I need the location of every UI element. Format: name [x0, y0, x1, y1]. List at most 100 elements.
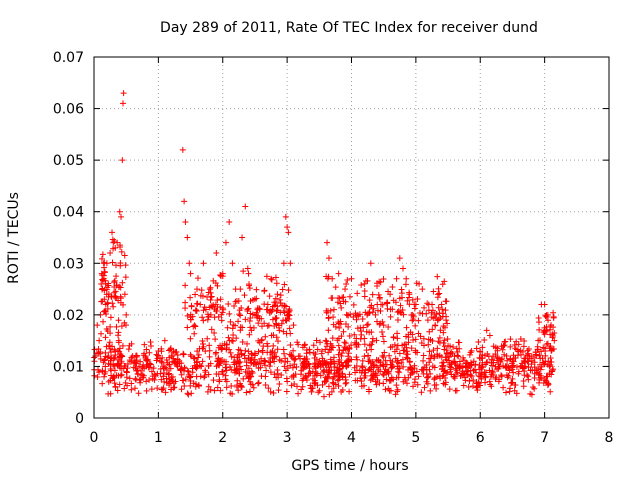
data-point [479, 351, 486, 358]
data-point [500, 343, 507, 350]
data-point [510, 369, 517, 376]
data-point [400, 363, 407, 370]
data-point [451, 375, 458, 382]
data-point [330, 306, 337, 313]
data-point [118, 352, 125, 359]
data-point [409, 311, 416, 318]
data-point [299, 360, 306, 367]
data-point [443, 356, 450, 363]
data-point [214, 297, 221, 304]
data-point [184, 390, 191, 397]
data-point [328, 342, 335, 349]
data-point [271, 302, 278, 309]
data-point [243, 389, 250, 396]
data-point [187, 294, 194, 301]
data-point [284, 224, 291, 231]
grid-lines [94, 57, 609, 418]
data-point [506, 388, 513, 395]
data-point [438, 366, 445, 373]
data-point [403, 324, 410, 331]
data-point [103, 325, 110, 332]
data-point [338, 304, 345, 311]
data-point [101, 269, 108, 276]
data-point [100, 359, 107, 366]
data-point [502, 389, 509, 396]
data-point [253, 286, 260, 293]
data-point [429, 326, 436, 333]
data-point [547, 331, 554, 338]
data-point [329, 375, 336, 382]
data-point [368, 346, 375, 353]
data-point [287, 342, 294, 349]
data-point [122, 262, 129, 269]
data-point [195, 351, 202, 358]
data-point [332, 381, 339, 388]
data-point [314, 346, 321, 353]
data-point [500, 384, 507, 391]
data-point [411, 379, 418, 386]
data-point [432, 314, 439, 321]
data-point [435, 338, 442, 345]
data-point [338, 353, 345, 360]
data-point [187, 316, 194, 323]
data-point [110, 373, 117, 380]
data-point [158, 386, 165, 393]
data-point [287, 330, 294, 337]
data-point [481, 352, 488, 359]
data-point [527, 367, 534, 374]
data-point [101, 373, 108, 380]
data-point [114, 239, 121, 246]
data-point [122, 322, 129, 329]
data-point [502, 338, 509, 345]
data-point [448, 359, 455, 366]
data-point [410, 336, 417, 343]
data-point [445, 342, 452, 349]
data-point [102, 334, 109, 341]
data-point [486, 367, 493, 374]
data-point [426, 328, 433, 335]
data-point [190, 323, 197, 330]
data-point [205, 314, 212, 321]
data-point [479, 344, 486, 351]
data-point [106, 342, 113, 349]
data-point [151, 371, 158, 378]
data-point [439, 313, 446, 320]
data-point [232, 286, 239, 293]
data-point [510, 352, 517, 359]
data-point [535, 371, 542, 378]
data-point [184, 234, 191, 241]
data-point [419, 286, 426, 293]
data-point [332, 323, 339, 330]
data-point [146, 349, 153, 356]
data-point [229, 338, 236, 345]
data-point [490, 353, 497, 360]
x-tick-label: 8 [605, 430, 614, 446]
data-point [256, 306, 263, 313]
data-point [247, 356, 254, 363]
data-point [361, 341, 368, 348]
x-tick-label: 2 [218, 430, 227, 446]
data-point [373, 356, 380, 363]
data-point [456, 339, 463, 346]
data-point [225, 301, 232, 308]
data-point [143, 387, 150, 394]
data-point [359, 363, 366, 370]
data-point [450, 343, 457, 350]
data-point [310, 342, 317, 349]
x-tick-label: 3 [283, 430, 292, 446]
data-point [205, 371, 212, 378]
data-point [550, 309, 557, 316]
data-point [120, 365, 127, 372]
data-point [257, 360, 264, 367]
data-point [228, 366, 235, 373]
data-point [454, 349, 461, 356]
data-point [416, 280, 423, 287]
data-point [537, 361, 544, 368]
data-point [101, 356, 108, 363]
data-point [493, 374, 500, 381]
data-point [483, 327, 490, 334]
data-point [147, 361, 154, 368]
data-point [370, 361, 377, 368]
data-point [194, 286, 200, 293]
data-point [144, 356, 151, 363]
